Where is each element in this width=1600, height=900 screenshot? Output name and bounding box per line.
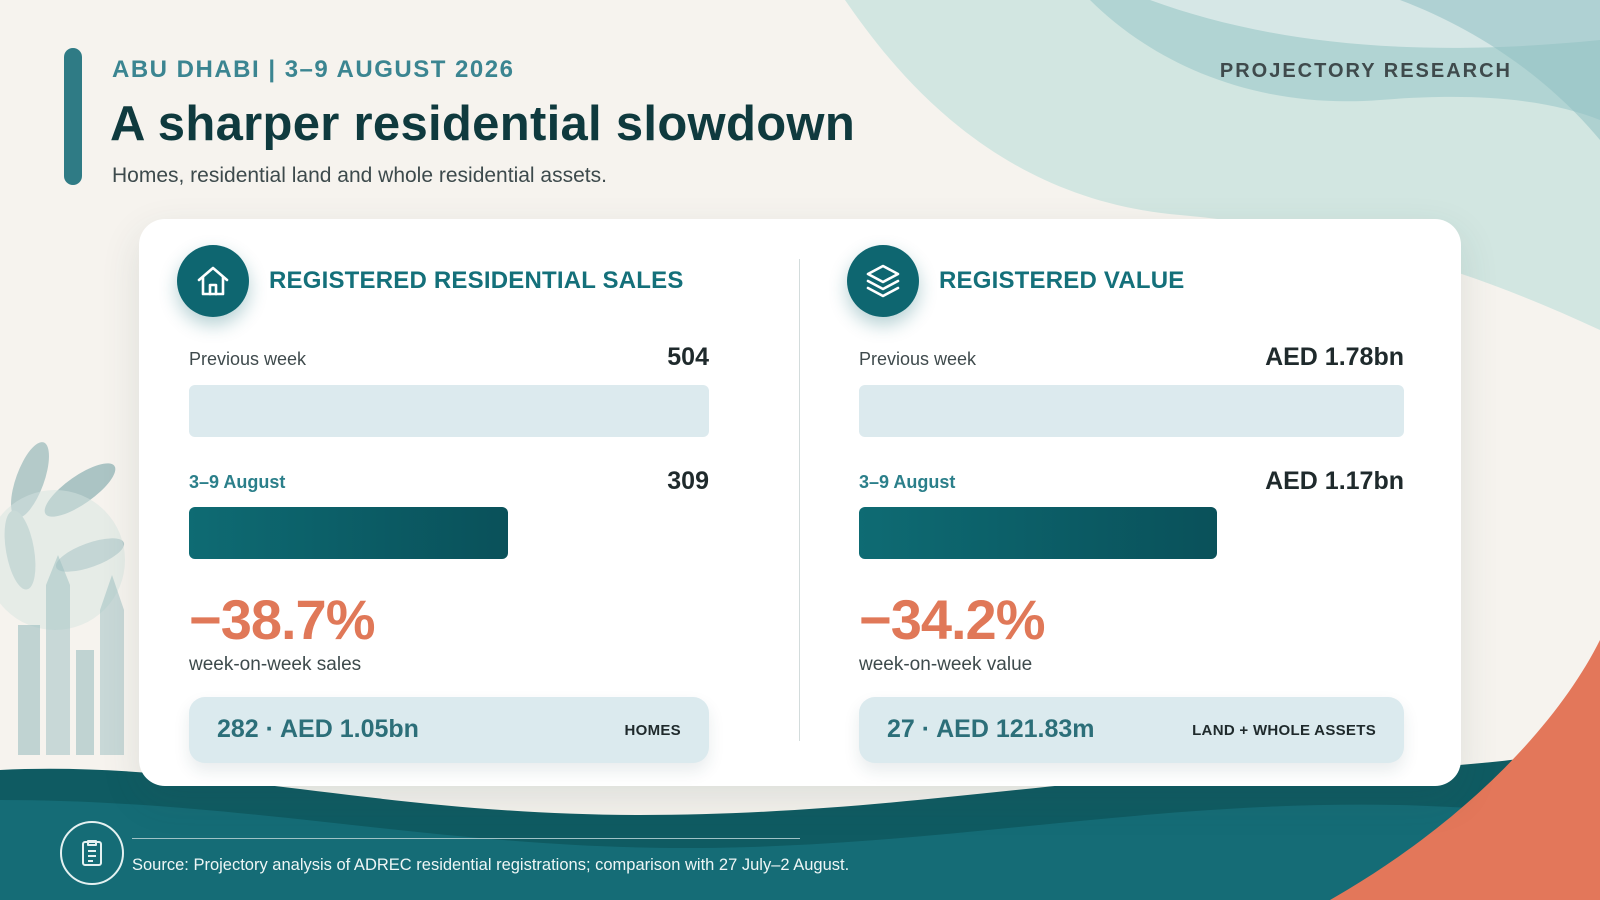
value-panel: REGISTERED VALUE Previous week AED 1.78b… <box>847 219 1404 786</box>
page-title: A sharper residential slowdown <box>110 97 856 151</box>
sales-current-bar <box>189 507 508 559</box>
value-breakdown-tag: LAND + WHOLE ASSETS <box>1192 722 1376 739</box>
value-previous-value: AED 1.78bn <box>1265 343 1404 371</box>
value-current-value: AED 1.17bn <box>1265 467 1404 495</box>
value-current-label: 3–9 August <box>859 472 956 492</box>
sales-previous-bar <box>189 385 709 437</box>
sales-current-label: 3–9 August <box>189 472 286 492</box>
sales-panel: REGISTERED RESIDENTIAL SALES Previous we… <box>177 219 709 786</box>
brand-name: PROJECTORY RESEARCH <box>1219 60 1512 82</box>
sales-breakdown-main: 282 · AED 1.05bn <box>217 715 419 743</box>
sales-breakdown-pill: 282 · AED 1.05bn HOMES <box>189 697 709 763</box>
sales-current-bar-track <box>189 507 709 559</box>
value-panel-title: REGISTERED VALUE <box>939 267 1185 294</box>
value-current-bar-track <box>859 507 1404 559</box>
plant-decoration <box>0 442 125 630</box>
sales-previous-value: 504 <box>667 343 709 371</box>
source-note: Source: Projectory analysis of ADREC res… <box>132 856 850 874</box>
sales-current-value: 309 <box>667 467 709 495</box>
value-previous-label: Previous week <box>859 349 977 369</box>
value-breakdown-main: 27 · AED 121.83m <box>887 715 1095 743</box>
skyline-decoration <box>18 555 124 755</box>
document-icon <box>60 821 124 885</box>
value-change-percent: −34.2% <box>859 588 1045 651</box>
value-previous-bar-track <box>859 385 1404 437</box>
panel-divider <box>799 259 800 741</box>
value-change-caption: week-on-week value <box>859 654 1033 675</box>
metrics-card: REGISTERED RESIDENTIAL SALES Previous we… <box>139 219 1461 786</box>
header-accent-bar <box>64 48 82 185</box>
value-previous-bar <box>859 385 1404 437</box>
sales-breakdown-tag: HOMES <box>624 722 681 739</box>
value-breakdown-pill: 27 · AED 121.83m LAND + WHOLE ASSETS <box>859 697 1404 763</box>
location-date-eyebrow: ABU DHABI | 3–9 AUGUST 2026 <box>112 56 515 83</box>
footer-rule <box>132 838 800 839</box>
sales-change-percent: −38.7% <box>189 588 375 651</box>
sales-panel-title: REGISTERED RESIDENTIAL SALES <box>269 267 684 294</box>
house-icon <box>177 245 249 317</box>
sales-previous-label: Previous week <box>189 349 307 369</box>
sales-previous-bar-track <box>189 385 709 437</box>
value-current-bar <box>859 507 1218 559</box>
layers-icon <box>847 245 919 317</box>
page-subtitle: Homes, residential land and whole reside… <box>112 164 607 187</box>
sales-change-caption: week-on-week sales <box>189 654 362 675</box>
